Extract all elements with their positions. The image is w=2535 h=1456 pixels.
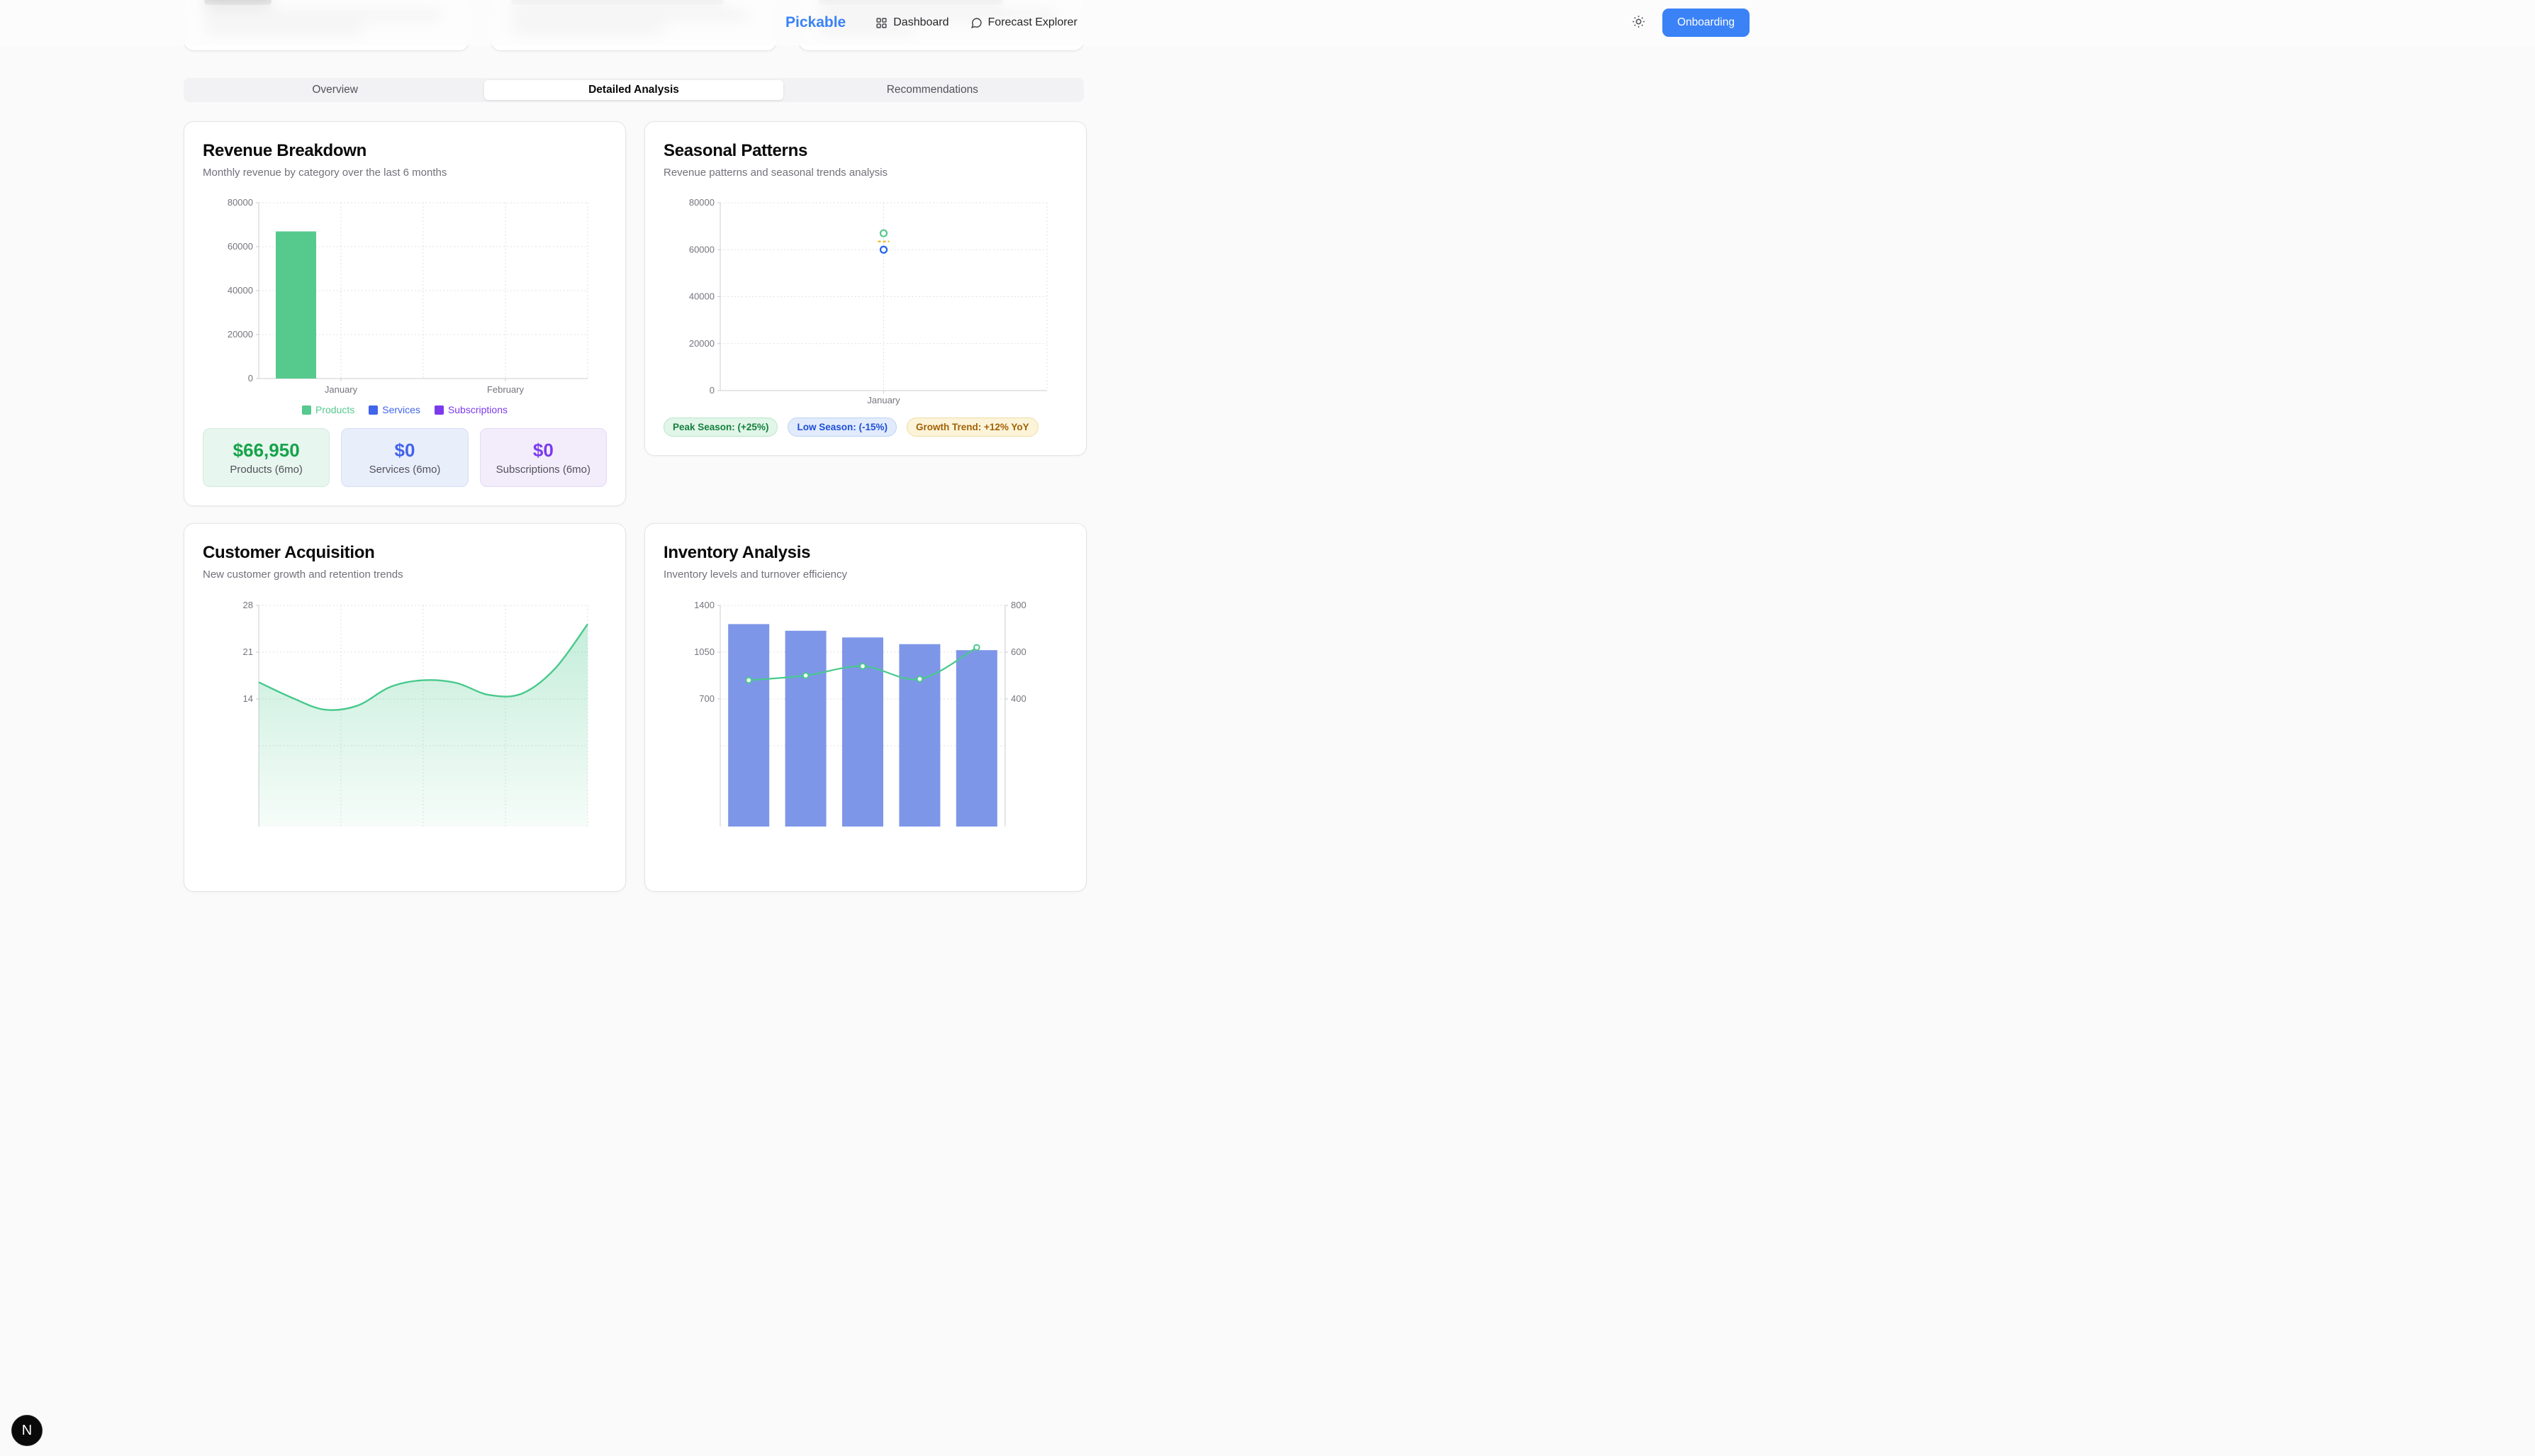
card-title: Seasonal Patterns xyxy=(664,141,807,160)
stat-subscriptions: $0 Subscriptions (6mo) xyxy=(479,428,607,488)
nav-item-dashboard[interactable]: Dashboard xyxy=(875,16,949,29)
seasonal-badges-row: Peak Season: (+25%) Low Season: (-15%) G… xyxy=(664,418,1068,437)
legend-swatch xyxy=(369,405,379,415)
svg-text:40000: 40000 xyxy=(689,291,715,302)
stat-value: $0 xyxy=(532,439,554,461)
card-title: Revenue Breakdown xyxy=(203,141,366,160)
revenue-breakdown-card: Revenue Breakdown Monthly revenue by cat… xyxy=(184,121,626,507)
top-nav: Pickable Dashboard Forecast Explorer xyxy=(0,0,2535,45)
legend-item-subscriptions[interactable]: Subscriptions xyxy=(434,404,508,416)
inventory-analysis-card: Inventory Analysis Inventory levels and … xyxy=(644,523,1087,892)
svg-text:0: 0 xyxy=(248,373,253,383)
card-title: Inventory Analysis xyxy=(664,543,811,563)
theme-toggle-button[interactable] xyxy=(1628,11,1650,35)
revenue-stats-row: $66,950 Products (6mo) $0 Services (6mo)… xyxy=(203,428,607,488)
stat-label: Subscriptions (6mo) xyxy=(496,464,591,476)
grid-icon xyxy=(875,17,888,29)
svg-text:28: 28 xyxy=(243,600,253,610)
legend-item-services[interactable]: Services xyxy=(369,404,420,415)
svg-text:800: 800 xyxy=(1011,600,1026,610)
svg-text:January: January xyxy=(325,384,358,395)
svg-text:700: 700 xyxy=(699,693,715,704)
legend-item-products[interactable]: Products xyxy=(302,404,354,415)
seasonal-patterns-card: Seasonal Patterns Revenue patterns and s… xyxy=(644,121,1087,457)
stat-label: Products (6mo) xyxy=(230,464,303,476)
customer-area-chart: 28 21 14 xyxy=(243,600,588,827)
peak-season-badge: Peak Season: (+25%) xyxy=(664,418,778,437)
stat-value: $0 xyxy=(394,439,415,461)
stat-value: $66,950 xyxy=(233,439,300,461)
stat-services: $0 Services (6mo) xyxy=(341,428,469,488)
svg-text:21: 21 xyxy=(243,646,253,657)
svg-text:400: 400 xyxy=(1011,693,1026,704)
svg-text:14: 14 xyxy=(243,693,253,704)
analysis-tabs: Overview Detailed Analysis Recommendatio… xyxy=(184,78,1084,102)
brand-logo[interactable]: Pickable xyxy=(785,14,846,30)
svg-text:20000: 20000 xyxy=(689,338,715,349)
svg-text:20000: 20000 xyxy=(228,329,253,340)
low-season-badge: Low Season: (-15%) xyxy=(788,418,897,437)
svg-text:1400: 1400 xyxy=(694,600,715,610)
seasonal-scatter-chart: 0 20000 40000 60000 80000 January xyxy=(689,197,1048,405)
legend-label: Products xyxy=(315,404,355,416)
svg-text:60000: 60000 xyxy=(689,245,715,255)
main-nav: Dashboard Forecast Explorer xyxy=(875,16,1628,29)
customer-acquisition-card: Customer Acquisition New customer growth… xyxy=(184,523,626,892)
stat-products: $66,950 Products (6mo) xyxy=(203,428,330,488)
chart-legend: Products Services Subscriptions xyxy=(203,404,607,415)
growth-trend-badge: Growth Trend: +12% YoY xyxy=(906,418,1039,437)
legend-label: Services xyxy=(382,404,420,416)
svg-text:40000: 40000 xyxy=(228,285,253,296)
svg-text:1050: 1050 xyxy=(694,646,715,657)
svg-text:80000: 80000 xyxy=(228,197,253,208)
tab-recommendations[interactable]: Recommendations xyxy=(783,80,1082,100)
svg-text:February: February xyxy=(487,384,525,395)
tab-detailed-analysis[interactable]: Detailed Analysis xyxy=(484,80,783,100)
legend-swatch xyxy=(302,405,311,415)
nav-item-forecast-explorer[interactable]: Forecast Explorer xyxy=(970,16,1078,29)
chat-icon xyxy=(970,17,983,29)
card-subtitle: Inventory levels and turnover efficiency xyxy=(664,569,848,581)
svg-text:January: January xyxy=(867,395,900,405)
svg-text:60000: 60000 xyxy=(228,241,253,252)
sun-icon xyxy=(1632,15,1645,30)
svg-text:80000: 80000 xyxy=(689,197,715,208)
nextjs-dev-badge-button[interactable]: N xyxy=(11,1415,43,1446)
legend-swatch xyxy=(434,405,444,415)
tab-overview[interactable]: Overview xyxy=(186,80,484,100)
legend-label: Subscriptions xyxy=(447,404,508,416)
inventory-combo-chart: 1400 1050 700 800 600 400 xyxy=(694,600,1026,827)
card-subtitle: Monthly revenue by category over the las… xyxy=(203,167,447,179)
svg-text:0: 0 xyxy=(710,385,715,396)
card-subtitle: New customer growth and retention trends xyxy=(203,569,403,581)
nav-item-label: Forecast Explorer xyxy=(987,16,1078,28)
card-subtitle: Revenue patterns and seasonal trends ana… xyxy=(664,167,888,179)
card-title: Customer Acquisition xyxy=(203,543,375,563)
nav-item-label: Dashboard xyxy=(893,16,949,28)
onboarding-button[interactable]: Onboarding xyxy=(1662,9,1750,37)
svg-text:600: 600 xyxy=(1011,646,1026,657)
stat-label: Services (6mo) xyxy=(369,464,441,476)
revenue-bar-chart: 0 20000 40000 60000 80000 January February xyxy=(228,197,588,395)
